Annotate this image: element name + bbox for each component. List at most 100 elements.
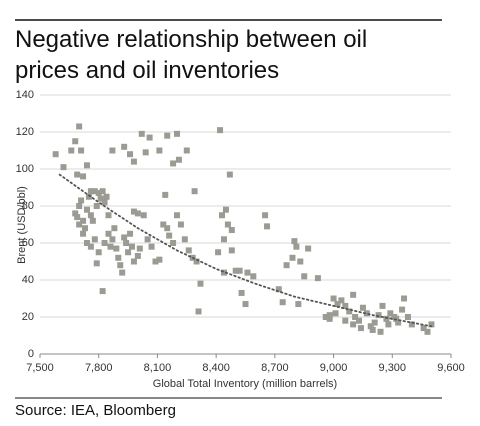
point <box>174 130 180 137</box>
point <box>105 212 112 219</box>
point <box>193 258 200 265</box>
point <box>127 230 134 237</box>
point <box>217 127 224 134</box>
point <box>264 223 271 230</box>
point <box>250 273 257 280</box>
point <box>83 162 90 169</box>
y-tick-label: 60 <box>22 237 34 249</box>
y-tick-label: 20 <box>22 311 34 323</box>
point <box>119 269 126 276</box>
point <box>375 312 382 319</box>
point <box>130 208 137 215</box>
point <box>244 269 251 276</box>
point <box>82 225 89 232</box>
point <box>164 132 171 139</box>
point <box>60 164 67 171</box>
point <box>191 188 198 195</box>
point <box>134 210 141 217</box>
point <box>383 315 390 322</box>
point <box>146 134 153 141</box>
point <box>74 171 81 178</box>
point <box>91 236 98 243</box>
point <box>228 227 235 234</box>
y-tick-label: 80 <box>22 200 34 212</box>
point <box>219 212 226 219</box>
point <box>238 289 245 296</box>
point <box>236 267 243 274</box>
point <box>170 160 177 167</box>
x-tick-label: 8,400 <box>202 362 230 374</box>
point <box>125 249 132 256</box>
x-tick-label: 9,300 <box>379 362 407 374</box>
point <box>181 236 188 243</box>
point <box>156 256 163 263</box>
point <box>72 138 79 145</box>
point <box>130 258 137 265</box>
point <box>80 217 87 224</box>
point <box>357 325 364 332</box>
point <box>220 269 227 276</box>
point <box>338 297 345 304</box>
point <box>401 295 408 302</box>
point <box>121 234 128 241</box>
point <box>101 240 108 246</box>
trend-line <box>58 173 433 328</box>
point <box>105 230 112 237</box>
chart-title: Negative relationship between oil prices… <box>15 26 368 84</box>
point <box>87 188 94 195</box>
y-tick-label: 140 <box>16 89 34 101</box>
point <box>83 206 90 213</box>
point <box>160 221 167 228</box>
point <box>424 328 431 335</box>
point <box>91 188 98 195</box>
point <box>80 173 87 180</box>
point <box>72 210 79 217</box>
y-axis-label: Brent (USD/bbl) <box>16 186 28 264</box>
point <box>226 171 233 178</box>
x-tick-label: 9,000 <box>320 362 348 374</box>
y-tick-label: 0 <box>28 348 34 360</box>
point <box>350 321 357 328</box>
point <box>279 299 286 306</box>
point <box>185 247 192 254</box>
point <box>95 190 102 197</box>
point <box>111 225 118 232</box>
point <box>99 188 106 195</box>
point <box>174 212 180 219</box>
point <box>404 314 411 320</box>
point <box>326 312 333 319</box>
point <box>420 325 427 332</box>
point <box>224 221 231 228</box>
point <box>283 262 290 269</box>
point <box>109 236 116 243</box>
point <box>76 203 83 209</box>
point <box>162 191 169 198</box>
point <box>148 243 155 250</box>
point <box>220 236 227 243</box>
point <box>289 254 296 261</box>
point <box>195 308 202 315</box>
x-tick-label: 8,700 <box>261 362 289 374</box>
x-tick-label: 9,600 <box>437 362 465 374</box>
point <box>93 260 100 267</box>
point <box>334 301 341 308</box>
point <box>97 195 104 202</box>
point <box>144 236 151 243</box>
point <box>80 230 87 237</box>
point <box>215 249 222 256</box>
point <box>142 149 149 156</box>
point <box>78 147 85 154</box>
point <box>371 319 378 326</box>
point <box>76 221 83 228</box>
point <box>305 245 312 252</box>
point <box>68 147 75 154</box>
source: Source: IEA, Bloomberg <box>15 402 176 419</box>
point <box>85 193 92 200</box>
point <box>377 328 384 335</box>
point <box>156 147 163 154</box>
point <box>183 147 190 154</box>
point <box>87 212 94 219</box>
point <box>121 143 128 150</box>
